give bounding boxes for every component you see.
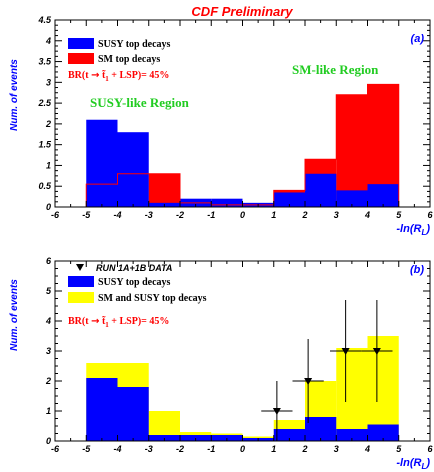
panel-b-ylabel: Num. of events [9, 279, 20, 351]
panel-a-xtick-label: 1 [271, 210, 276, 220]
panel-a-bar-s1-b8 [336, 190, 368, 207]
panel-a-xtick-label: -2 [176, 210, 184, 220]
panel-b-data-point [304, 378, 313, 385]
panel-a-bar-s0-b8 [336, 94, 368, 207]
panel-a-bar-s1-b6 [273, 192, 305, 207]
legend-a-sm-label: SM top decays [98, 54, 160, 65]
panel-b-ytick-label: 1 [46, 406, 51, 416]
panel-a-xtick-label: 2 [301, 210, 307, 220]
panel-b-xtick-label: -2 [176, 444, 184, 454]
panel-a-ytick-label: 1.5 [38, 140, 52, 150]
panel-a-xtick-label: -5 [82, 210, 91, 220]
panel-a-ytick-label: 0 [46, 202, 51, 212]
panel-b-bar-s1-b0 [86, 378, 118, 441]
panel-a-ytick-label: 1 [46, 160, 51, 170]
panel-b-bar-s1-b6 [273, 429, 305, 441]
legend-b-sm-susy-label: SM and SUSY top decays [98, 293, 207, 304]
panel-b-label: (b) [410, 264, 424, 276]
panel-b-bar-s0-b9 [367, 336, 399, 441]
panel-b-xtick-label: 3 [334, 444, 339, 454]
panel-a-xtick-label: 5 [396, 210, 402, 220]
panel-a-ytick-label: 3.5 [38, 57, 52, 67]
br-text-b: BR(t → t̃1 + LSP)= 45% [68, 315, 169, 329]
panel-a-xlabel: -ln(RL) [396, 223, 430, 237]
panel-a-ytick-label: 2.5 [37, 98, 52, 108]
panel-b-data-point [341, 348, 350, 355]
panel-b-data-point [372, 348, 381, 355]
panel-b-xtick-label: -4 [113, 444, 121, 454]
panel-a-xtick-label: 6 [427, 210, 433, 220]
panel-b-xtick-label: 5 [396, 444, 402, 454]
panel-a-bar-s1-b0 [86, 119, 118, 207]
panel-a: Num. of events -6 -5 -4 -3 -2 -1 0 1 2 3 4 5 6 0 0.5 1 1… [9, 15, 433, 237]
panel-a-xtick-label: 3 [334, 210, 339, 220]
panel-a-xtick-label: -6 [51, 210, 60, 220]
panel-b-bar-s1-b8 [336, 429, 368, 441]
panel-a-ytick-label: 0.5 [38, 181, 52, 191]
legend-b-data-label: RUN 1A+1B DATA [96, 263, 172, 273]
br-text-a: BR(t → t̃1 + LSP)= 45% [68, 69, 169, 83]
panel-b-data-point [272, 408, 281, 415]
panel-b-ytick-label: 2 [45, 376, 51, 386]
panel-a-ytick-label: 2 [45, 119, 51, 129]
panel-b: Num. of events -6 -5 -4 -3 -2 -1 0 1 2 3 4 5 6 0 1 2 3 4 5… [9, 256, 433, 471]
panel-b-bar-s0-b8 [336, 348, 368, 441]
panel-b-xtick-label: -6 [51, 444, 60, 454]
legend-b-susy-swatch [68, 276, 94, 287]
panel-a-bar-s0-b2 [148, 173, 180, 207]
panel-a-xtick-label: 0 [240, 210, 245, 220]
panel-b-xtick-label: -3 [145, 444, 153, 454]
legend-b-sm-susy-swatch [68, 292, 94, 303]
panel-a-plot: -6 -5 -4 -3 -2 -1 0 1 2 3 4 5 6 0 0.5 1 1.5 2 2.5 3 3.5 4 4.5 [37, 15, 433, 220]
panel-b-ytick-label: 4 [45, 316, 51, 326]
panel-a-bar-s1-b9 [367, 184, 399, 207]
panel-b-bar-s1-b9 [367, 424, 399, 441]
panel-b-xtick-label: 1 [271, 444, 276, 454]
panel-a-ytick-label: 3 [46, 77, 51, 87]
legend-a-susy-swatch [68, 38, 94, 49]
legend-a-sm-swatch [68, 53, 94, 64]
panel-b-ytick-label: 3 [46, 346, 51, 356]
legend-b-data-marker [76, 264, 84, 271]
panel-b-xtick-label: 4 [364, 444, 370, 454]
panel-b-xtick-label: 0 [240, 444, 245, 454]
panel-a-label: (a) [411, 33, 425, 45]
panel-a-bar-s1-b4 [211, 198, 243, 207]
panel-a-ytick-label: 4 [45, 36, 51, 46]
legend-b-susy-label: SUSY top decays [98, 277, 171, 288]
panel-b-bar-s1-b1 [117, 387, 149, 441]
panel-a-bar-s1-b7 [305, 173, 337, 207]
panel-b-xtick-label: 2 [301, 444, 307, 454]
panel-b-plot: -6 -5 -4 -3 -2 -1 0 1 2 3 4 5 6 0 1 2 3 4 5 6 [45, 256, 434, 454]
panel-a-bar-s1-b1 [117, 132, 149, 207]
sm-region-label: SM-like Region [292, 62, 379, 77]
panel-a-xtick-label: -1 [207, 210, 215, 220]
panel-b-xlabel: -ln(RL) [396, 457, 430, 471]
panel-a-ylabel: Num. of events [9, 59, 20, 131]
panel-b-xtick-label: -5 [82, 444, 91, 454]
panel-b-ytick-label: 0 [46, 436, 51, 446]
panel-b-ytick-label: 5 [46, 286, 52, 296]
panel-b-xtick-label: 6 [427, 444, 433, 454]
panel-a-ytick-label: 4.5 [37, 15, 52, 25]
panel-b-ytick-label: 6 [46, 256, 52, 266]
panel-b-xtick-label: -1 [207, 444, 215, 454]
panel-a-xtick-label: 4 [364, 210, 370, 220]
page-title: CDF Preliminary [191, 4, 293, 19]
panel-a-xtick-label: -3 [145, 210, 153, 220]
panel-a-xtick-label: -4 [113, 210, 121, 220]
susy-region-label: SUSY-like Region [90, 95, 190, 110]
legend-a-susy-label: SUSY top decays [98, 39, 171, 50]
panel-b-bar-s1-b7 [305, 417, 337, 441]
